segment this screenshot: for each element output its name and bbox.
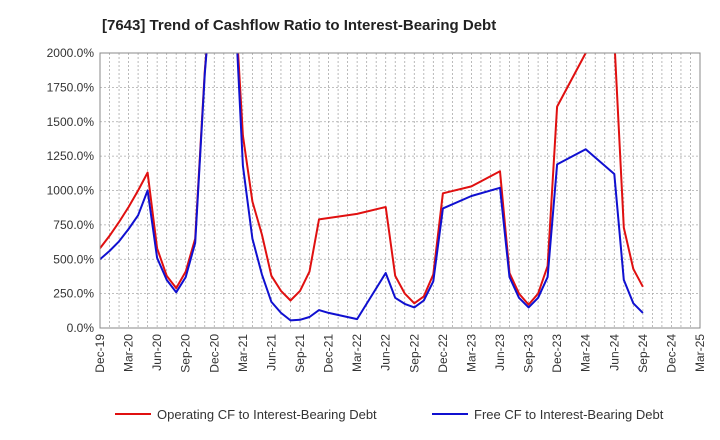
- y-tick-label: 0.0%: [67, 321, 95, 335]
- y-axis: 0.0% 250.0% 500.0% 750.0% 1000.0% 1250.0% 1500…: [47, 46, 95, 335]
- y-tick-label: 1750.0%: [47, 80, 95, 94]
- y-tick-label: 2000.0%: [47, 46, 95, 60]
- x-tick-label: Sep-23: [522, 334, 536, 373]
- legend-label: Free CF to Interest-Bearing Debt: [474, 407, 664, 422]
- y-tick-label: 1250.0%: [47, 149, 95, 163]
- x-tick-label: Mar-25: [693, 334, 707, 372]
- grid: [99, 52, 701, 329]
- x-tick-label: Sep-20: [179, 334, 193, 373]
- x-tick-label: Dec-19: [93, 334, 107, 373]
- x-tick-label: Mar-20: [122, 334, 136, 372]
- chart-title: [7643] Trend of Cashflow Ratio to Intere…: [102, 17, 496, 34]
- y-tick-label: 500.0%: [53, 252, 94, 266]
- x-tick-label: Dec-23: [550, 334, 564, 373]
- x-tick-label: Jun-23: [493, 334, 507, 371]
- x-tick-label: Sep-24: [636, 334, 650, 373]
- plot-frame: [99, 52, 701, 329]
- x-tick-label: Mar-23: [464, 334, 478, 372]
- x-tick-label: Jun-20: [150, 334, 164, 371]
- x-axis: Dec-19 Mar-20 Jun-20 Sep-20 Dec-20 Mar-21 Jun-…: [93, 334, 707, 373]
- x-tick-label: Dec-21: [322, 334, 336, 373]
- x-tick-label: Dec-24: [664, 334, 678, 373]
- x-tick-label: Dec-20: [207, 334, 221, 373]
- x-tick-label: Sep-22: [407, 334, 421, 373]
- series-line-operating-cf: [100, 53, 644, 306]
- legend-label: Operating CF to Interest-Bearing Debt: [157, 407, 377, 422]
- x-tick-label: Mar-22: [350, 334, 364, 372]
- x-tick-label: Mar-21: [236, 334, 250, 372]
- x-tick-label: Jun-22: [379, 334, 393, 371]
- x-tick-label: Jun-21: [264, 334, 278, 371]
- plot-area: [100, 53, 644, 322]
- x-tick-label: Sep-21: [293, 334, 307, 373]
- x-tick-label: Jun-24: [607, 334, 621, 371]
- series-line-free-cf: [100, 53, 644, 322]
- y-tick-label: 750.0%: [53, 218, 94, 232]
- legend: Operating CF to Interest-Bearing Debt Fre…: [115, 407, 664, 422]
- x-tick-label: Mar-24: [579, 334, 593, 372]
- y-tick-label: 1500.0%: [47, 115, 95, 129]
- x-tick-label: Dec-22: [436, 334, 450, 373]
- y-tick-label: 1000.0%: [47, 184, 95, 198]
- y-tick-label: 250.0%: [53, 287, 94, 301]
